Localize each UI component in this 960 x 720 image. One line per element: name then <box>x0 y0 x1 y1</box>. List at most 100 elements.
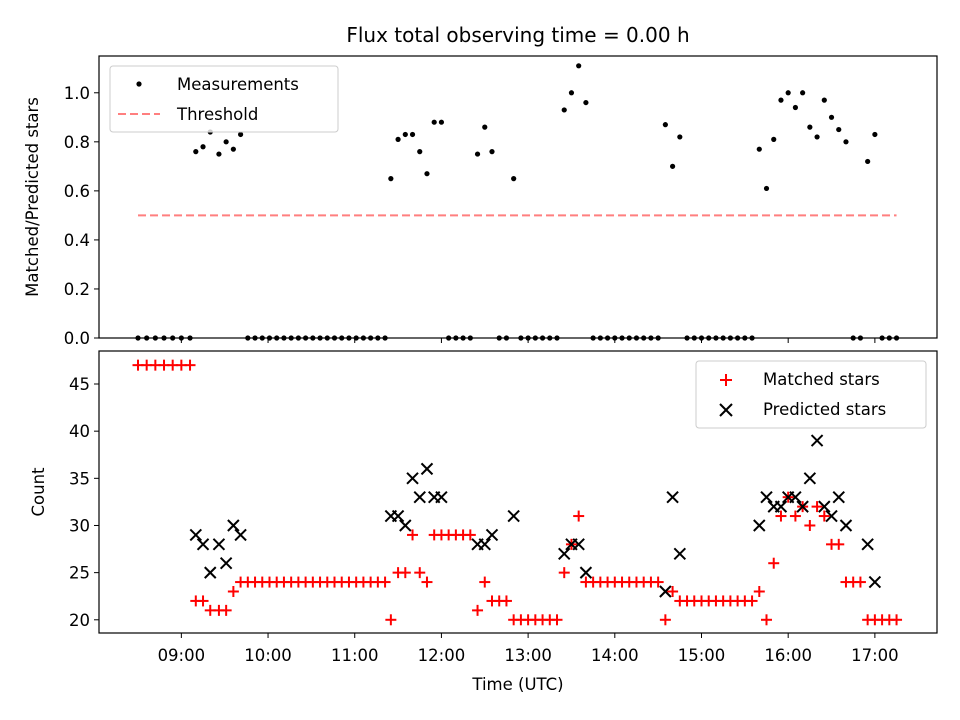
top-y-tick-label: 0.0 <box>64 329 90 348</box>
bottom-plot: 20 25 30 35 40 45 09:00 10:00 11:00 12:00 13:00 14… <box>29 350 938 694</box>
measurement-point <box>583 99 589 106</box>
legend-matched-label: Matched stars <box>763 370 880 389</box>
legend-measurements-label: Measurements <box>177 75 299 94</box>
bottom-x-tick-label: 17:00 <box>851 646 899 665</box>
matched-point <box>227 586 239 598</box>
top-y-tick-label: 0.8 <box>64 133 90 152</box>
matched-point <box>652 576 664 588</box>
measurement-point <box>792 104 799 111</box>
measurement-point <box>677 134 683 140</box>
matched-point <box>833 538 845 550</box>
top-y-tick-label: 0.2 <box>64 280 90 299</box>
bottom-legend: Matched stars Predicted stars <box>695 360 927 429</box>
measurement-point <box>431 119 437 125</box>
predicted-point <box>774 500 788 513</box>
top-y-tick-label: 0.6 <box>64 182 90 201</box>
measurement-point <box>763 185 770 192</box>
matched-point <box>746 595 758 607</box>
predicted-point <box>399 519 412 532</box>
matched-point <box>789 510 801 522</box>
predicted-point <box>485 528 499 542</box>
measurement-point <box>756 146 762 152</box>
bottom-x-tick-label: 09:00 <box>158 646 206 665</box>
legend-threshold-label: Threshold <box>176 105 258 124</box>
measurement-point <box>237 131 244 138</box>
matched-point <box>479 576 491 588</box>
predicted-point <box>420 462 434 476</box>
measurement-point <box>511 176 517 182</box>
matched-point <box>667 586 679 598</box>
bottom-y-tick-label: 30 <box>69 516 90 535</box>
predicted-point <box>796 500 809 513</box>
predicted-point <box>413 490 426 504</box>
predicted-point <box>818 500 831 513</box>
predicted-point <box>507 509 520 523</box>
predicted-point <box>234 528 247 542</box>
measurement-point <box>836 126 842 133</box>
bottom-x-tick-label: 11:00 <box>331 646 379 665</box>
legend-matched-marker <box>720 374 732 386</box>
predicted-point <box>861 538 874 551</box>
measurement-point <box>561 107 567 113</box>
measurement-point <box>424 171 430 177</box>
predicted-point <box>219 557 233 570</box>
predicted-point <box>391 509 405 523</box>
measurement-point <box>814 134 820 140</box>
predicted-point <box>435 490 448 504</box>
matched-point <box>768 557 780 569</box>
matched-point <box>854 576 866 588</box>
measurement-point <box>843 139 849 145</box>
legend-measurements-marker <box>136 81 142 87</box>
matched-point <box>573 510 585 522</box>
predicted-point <box>227 519 240 532</box>
measurement-point <box>872 131 878 138</box>
bottom-x-ticks: 09:00 10:00 11:00 12:00 13:00 14:00 15:00 16:00… <box>158 633 899 665</box>
predicted-point <box>212 538 226 551</box>
predicted-point <box>868 575 882 589</box>
matched-point <box>558 567 570 579</box>
predicted-point <box>558 547 571 560</box>
top-plot: 0.0 0.2 0.4 0.6 0.8 1.0 Matched/Predicted sta… <box>23 55 938 348</box>
matched-point <box>197 595 209 607</box>
predicted-point <box>839 519 853 532</box>
predicted-point <box>753 519 766 532</box>
measurement-point <box>865 158 871 165</box>
predicted-point <box>666 490 679 504</box>
measurement-point <box>778 97 784 103</box>
measurement-point <box>223 139 229 145</box>
bottom-y-ticks: 20 25 30 35 40 45 <box>69 375 99 630</box>
top-y-axis-label: Matched/Predicted stars <box>23 97 42 297</box>
matched-point <box>385 614 397 626</box>
measurement-point <box>669 163 676 169</box>
bottom-y-tick-label: 20 <box>69 611 90 630</box>
bottom-x-axis-label: Time (UTC) <box>471 675 563 694</box>
measurement-point <box>482 124 488 130</box>
measurement-point <box>771 136 777 142</box>
matched-point <box>500 595 512 607</box>
bottom-y-tick-label: 35 <box>69 469 90 488</box>
predicted-point <box>196 538 210 551</box>
top-marks <box>135 63 900 341</box>
bottom-y-axis-label: Count <box>29 467 48 517</box>
measurement-point <box>230 146 236 152</box>
measurement-point <box>216 151 222 157</box>
predicted-point <box>673 547 687 560</box>
matched-point <box>659 614 671 626</box>
matched-point <box>472 604 484 616</box>
measurement-point <box>800 90 806 96</box>
matched-point <box>421 576 433 588</box>
measurement-point <box>193 149 199 155</box>
measurement-point <box>402 131 408 138</box>
predicted-point <box>204 566 217 579</box>
measurement-point <box>395 136 401 142</box>
measurement-point <box>785 90 791 96</box>
measurement-point <box>807 124 813 130</box>
matched-point <box>379 576 391 588</box>
matched-point <box>551 614 563 626</box>
predicted-point <box>406 472 419 485</box>
measurement-point <box>409 131 416 138</box>
bottom-axes-frame <box>98 350 938 634</box>
measurement-point <box>821 97 827 103</box>
matched-point <box>891 614 903 626</box>
